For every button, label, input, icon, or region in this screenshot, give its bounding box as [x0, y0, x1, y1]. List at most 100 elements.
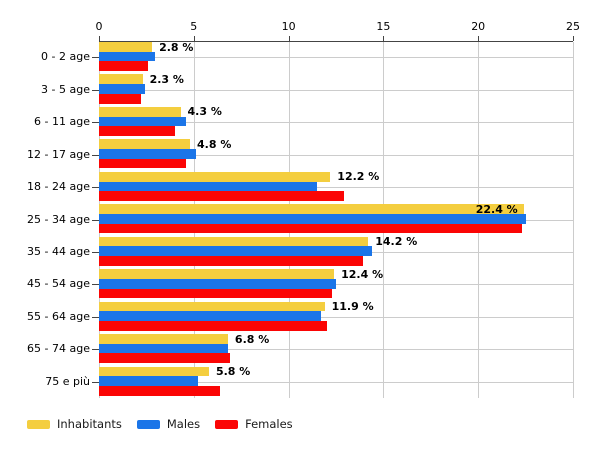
horizontal-gridline — [99, 154, 573, 156]
bar-males — [99, 246, 373, 257]
value-label: 22.4 % — [475, 202, 518, 216]
bar-inhabitants — [99, 236, 369, 247]
legend-swatch-inhabitants-icon — [27, 419, 50, 429]
value-label: 5.8 % — [215, 365, 251, 379]
y-axis-tick — [92, 154, 99, 156]
bar-males — [99, 311, 321, 322]
value-label: 12.4 % — [341, 267, 384, 281]
category-label: 25 - 34 age — [27, 212, 90, 226]
x-axis-line — [99, 41, 573, 42]
bar-inhabitants — [99, 204, 524, 214]
y-axis-tick — [92, 219, 99, 221]
category-label: 65 - 74 age — [27, 342, 90, 356]
bar-females — [99, 191, 344, 201]
bar-females — [99, 126, 175, 136]
legend-label-females: Females — [245, 417, 293, 431]
bar-inhabitants — [99, 106, 181, 117]
legend-label-inhabitants: Inhabitants — [57, 417, 122, 431]
bar-females — [99, 321, 327, 331]
vertical-gridline — [573, 42, 574, 398]
x-axis-tick — [383, 36, 385, 41]
bar-males — [99, 51, 155, 62]
x-axis-tick — [573, 36, 574, 41]
bar-males — [99, 181, 318, 192]
value-label: 6.8 % — [234, 332, 270, 346]
legend-swatch-females-icon — [215, 419, 239, 429]
category-label: 75 e più — [45, 374, 90, 388]
x-axis-tick — [193, 36, 195, 41]
plot-area: 0 5 10 15 20 25 0 - 2 age 3 - 5 age 6 - 11 age 12… — [27, 20, 580, 398]
x-axis-tick — [288, 36, 290, 41]
horizontal-gridline — [99, 89, 573, 91]
horizontal-gridline — [99, 381, 573, 383]
legend-swatch-males-icon — [136, 419, 160, 429]
y-axis-tick — [92, 316, 99, 318]
legend-label-males: Males — [166, 417, 201, 431]
value-label: 12.2 % — [337, 170, 380, 184]
bar-inhabitants — [99, 366, 209, 377]
bar-inhabitants — [99, 171, 331, 182]
horizontal-gridline — [99, 316, 573, 318]
bar-inhabitants — [99, 269, 335, 279]
value-label: 4.8 % — [197, 137, 232, 151]
bar-females — [99, 385, 221, 396]
y-axis-tick — [92, 57, 99, 59]
bar-females — [99, 93, 141, 104]
x-axis-tick-label: 0 — [95, 20, 103, 33]
x-axis-tick-label: 25 — [566, 20, 580, 33]
y-axis-tick — [92, 122, 99, 124]
bar-inhabitants — [99, 139, 190, 150]
bar-females — [99, 256, 363, 266]
bar-inhabitants — [99, 301, 325, 312]
y-axis-tick — [92, 251, 99, 253]
horizontal-gridline — [99, 187, 573, 189]
bar-females — [99, 158, 187, 169]
category-label: 12 - 17 age — [27, 147, 90, 161]
horizontal-gridline — [99, 349, 573, 351]
bar-inhabitants — [99, 74, 143, 85]
bar-inhabitants — [99, 334, 228, 344]
bar-females — [99, 353, 230, 364]
category-label: 6 - 11 age — [34, 115, 90, 129]
y-axis-tick — [92, 349, 99, 351]
value-label: 4.3 % — [187, 105, 222, 119]
y-axis-tick — [92, 284, 99, 286]
category-label: 35 - 44 age — [27, 244, 90, 258]
bar-females — [99, 61, 149, 72]
y-axis-tick — [92, 187, 99, 189]
category-label: 18 - 24 age — [27, 180, 90, 194]
x-axis-tick — [478, 36, 480, 41]
bar-males — [99, 149, 196, 159]
legend-item-females: Females — [215, 417, 293, 431]
bar-males — [99, 213, 526, 224]
x-axis-tick-label: 5 — [190, 20, 198, 33]
bar-females — [99, 288, 333, 299]
value-label: 2.8 % — [159, 40, 194, 54]
horizontal-gridline — [99, 57, 573, 59]
bar-males — [99, 343, 228, 354]
category-label: 3 - 5 age — [41, 82, 90, 96]
bar-males — [99, 84, 146, 94]
value-label: 2.3 % — [149, 72, 184, 86]
legend-item-inhabitants: Inhabitants — [27, 417, 122, 431]
horizontal-gridline — [99, 284, 573, 286]
y-axis-tick — [92, 381, 99, 383]
bar-females — [99, 223, 522, 234]
bar-males — [99, 376, 198, 386]
category-label: 55 - 64 age — [27, 309, 90, 323]
bar-males — [99, 116, 187, 127]
x-axis-tick — [99, 36, 100, 41]
x-axis-tick-label: 15 — [376, 20, 391, 33]
bar-males — [99, 278, 336, 289]
bar-inhabitants — [99, 42, 153, 52]
legend-item-males: Males — [136, 417, 201, 431]
category-label: 0 - 2 age — [41, 50, 90, 64]
horizontal-gridline — [99, 122, 573, 124]
category-label: 45 - 54 age — [27, 277, 90, 291]
x-axis-tick-label: 20 — [471, 20, 486, 33]
value-label: 11.9 % — [331, 300, 374, 314]
x-axis-tick-label: 10 — [281, 20, 296, 33]
value-label: 14.2 % — [375, 235, 418, 249]
y-axis-tick — [92, 89, 99, 91]
